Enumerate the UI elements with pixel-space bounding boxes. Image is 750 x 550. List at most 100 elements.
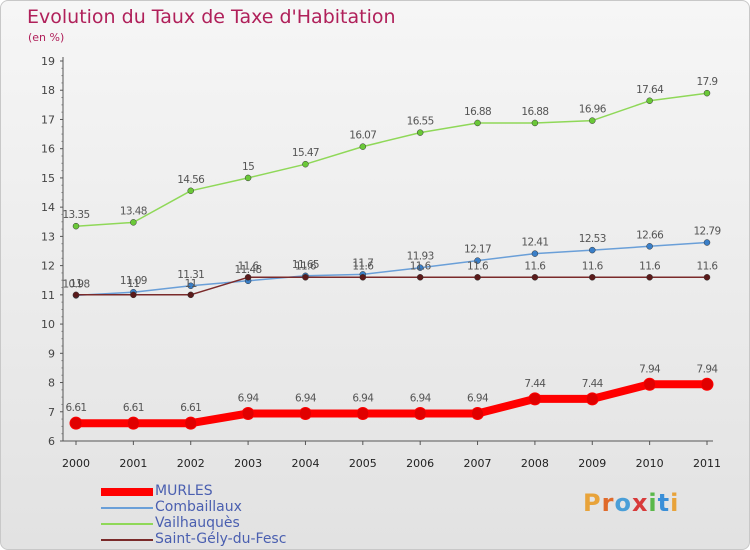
data-label: 11.6 <box>238 260 260 272</box>
legend-label: Combaillaux <box>155 499 242 515</box>
data-point <box>531 250 539 257</box>
data-point <box>69 416 83 430</box>
proxiti-logo: Proxiti <box>583 489 679 517</box>
y-tick-label: 9 <box>48 347 55 360</box>
data-point <box>703 89 711 97</box>
series-line-saint-g-ly-du-fesc <box>75 276 708 296</box>
data-label: 11.31 <box>177 269 204 281</box>
data-point <box>646 97 653 105</box>
data-point <box>413 407 427 421</box>
legend-label: Vailhauquès <box>155 515 240 531</box>
data-label: 11.48 <box>235 264 262 276</box>
series-line-combaillaux <box>75 241 708 297</box>
y-tick-label: 10 <box>41 318 55 331</box>
data-label: 11 <box>185 278 197 290</box>
logo-letter: x <box>631 489 649 517</box>
legend-label: Saint-Gély-du-Fesc <box>155 531 287 547</box>
data-point <box>646 243 653 250</box>
data-point <box>531 119 539 127</box>
data-point <box>416 274 424 281</box>
y-tick-label: 6 <box>48 435 55 448</box>
data-label: 15 <box>242 161 254 173</box>
data-point <box>187 282 194 290</box>
x-tick-label: 2011 <box>693 457 721 470</box>
data-point <box>589 117 596 124</box>
data-point <box>187 187 194 195</box>
x-tick-label: 2003 <box>234 457 262 470</box>
data-point <box>130 291 137 299</box>
data-label: 13.35 <box>62 209 89 221</box>
logo-letter: i <box>670 489 680 517</box>
data-label: 7.94 <box>639 363 661 375</box>
y-tick-label: 13 <box>41 230 55 243</box>
data-point <box>474 119 481 127</box>
y-tick-label: 15 <box>41 172 55 185</box>
data-label: 6.94 <box>295 393 317 405</box>
data-label: 7.44 <box>524 378 546 390</box>
data-label: 11.7 <box>352 257 373 269</box>
data-point <box>643 377 657 391</box>
data-label: 11.6 <box>582 260 604 272</box>
data-label: 16.88 <box>521 106 548 118</box>
data-label: 6.61 <box>66 402 87 414</box>
x-tick-label: 2004 <box>291 457 319 470</box>
legend-label: MURLES <box>155 483 213 499</box>
data-point <box>241 407 255 421</box>
data-point <box>589 274 596 281</box>
data-point <box>646 274 653 281</box>
data-point <box>589 246 596 254</box>
x-tick-label: 2007 <box>464 457 492 470</box>
data-label: 16.88 <box>464 106 491 118</box>
series-line-vailhauqu-s <box>75 92 708 227</box>
data-label: 11 <box>127 278 139 290</box>
data-point <box>244 274 252 281</box>
data-point <box>72 222 80 230</box>
data-label: 16.96 <box>579 104 607 116</box>
line-chart: 6 7 8 9 10 11 12 13 14 15 16 17 18 19 2000 2001 2002 2003… <box>41 55 721 470</box>
data-label: 17.9 <box>697 76 718 88</box>
series-line-murles <box>72 380 711 428</box>
data-point <box>700 377 714 391</box>
data-point <box>356 407 370 421</box>
data-point <box>474 274 481 281</box>
data-point <box>302 160 309 168</box>
y-tick-label: 17 <box>41 113 55 126</box>
data-point <box>703 239 711 246</box>
data-label: 11.6 <box>639 260 661 272</box>
data-point <box>585 392 599 406</box>
x-tick-label: 2006 <box>406 457 434 470</box>
y-tick-label: 12 <box>41 260 55 273</box>
data-point <box>531 274 539 281</box>
data-point <box>244 174 252 182</box>
data-label: 6.94 <box>352 393 374 405</box>
data-label: 16.07 <box>349 130 376 142</box>
data-label: 17.64 <box>636 84 664 96</box>
legend-swatch <box>101 507 153 509</box>
data-point <box>528 392 542 406</box>
data-label: 11.6 <box>697 260 719 272</box>
data-point <box>471 407 485 421</box>
chart-subtitle: (en %) <box>28 31 65 44</box>
logo-letter: r <box>601 489 615 517</box>
data-label: 13.48 <box>120 205 147 217</box>
data-label: 11.6 <box>524 260 546 272</box>
data-label: 12.66 <box>636 229 664 241</box>
data-label: 15.47 <box>292 147 319 159</box>
data-label: 11.6 <box>295 260 317 272</box>
y-tick-label: 18 <box>41 84 55 97</box>
data-label: 11.6 <box>352 260 374 272</box>
data-point <box>416 129 424 136</box>
y-tick-label: 7 <box>48 406 55 419</box>
data-label: 11.93 <box>407 251 434 263</box>
y-tick-label: 11 <box>41 289 55 302</box>
data-label: 12.53 <box>579 233 606 245</box>
data-label: 6.61 <box>180 402 201 414</box>
data-point <box>126 416 140 430</box>
legend-swatch <box>101 523 153 525</box>
data-label: 12.41 <box>521 237 548 249</box>
data-label: 14.56 <box>177 174 205 186</box>
data-label: 6.61 <box>123 402 144 414</box>
x-tick-label: 2009 <box>578 457 606 470</box>
data-label: 6.94 <box>238 393 260 405</box>
